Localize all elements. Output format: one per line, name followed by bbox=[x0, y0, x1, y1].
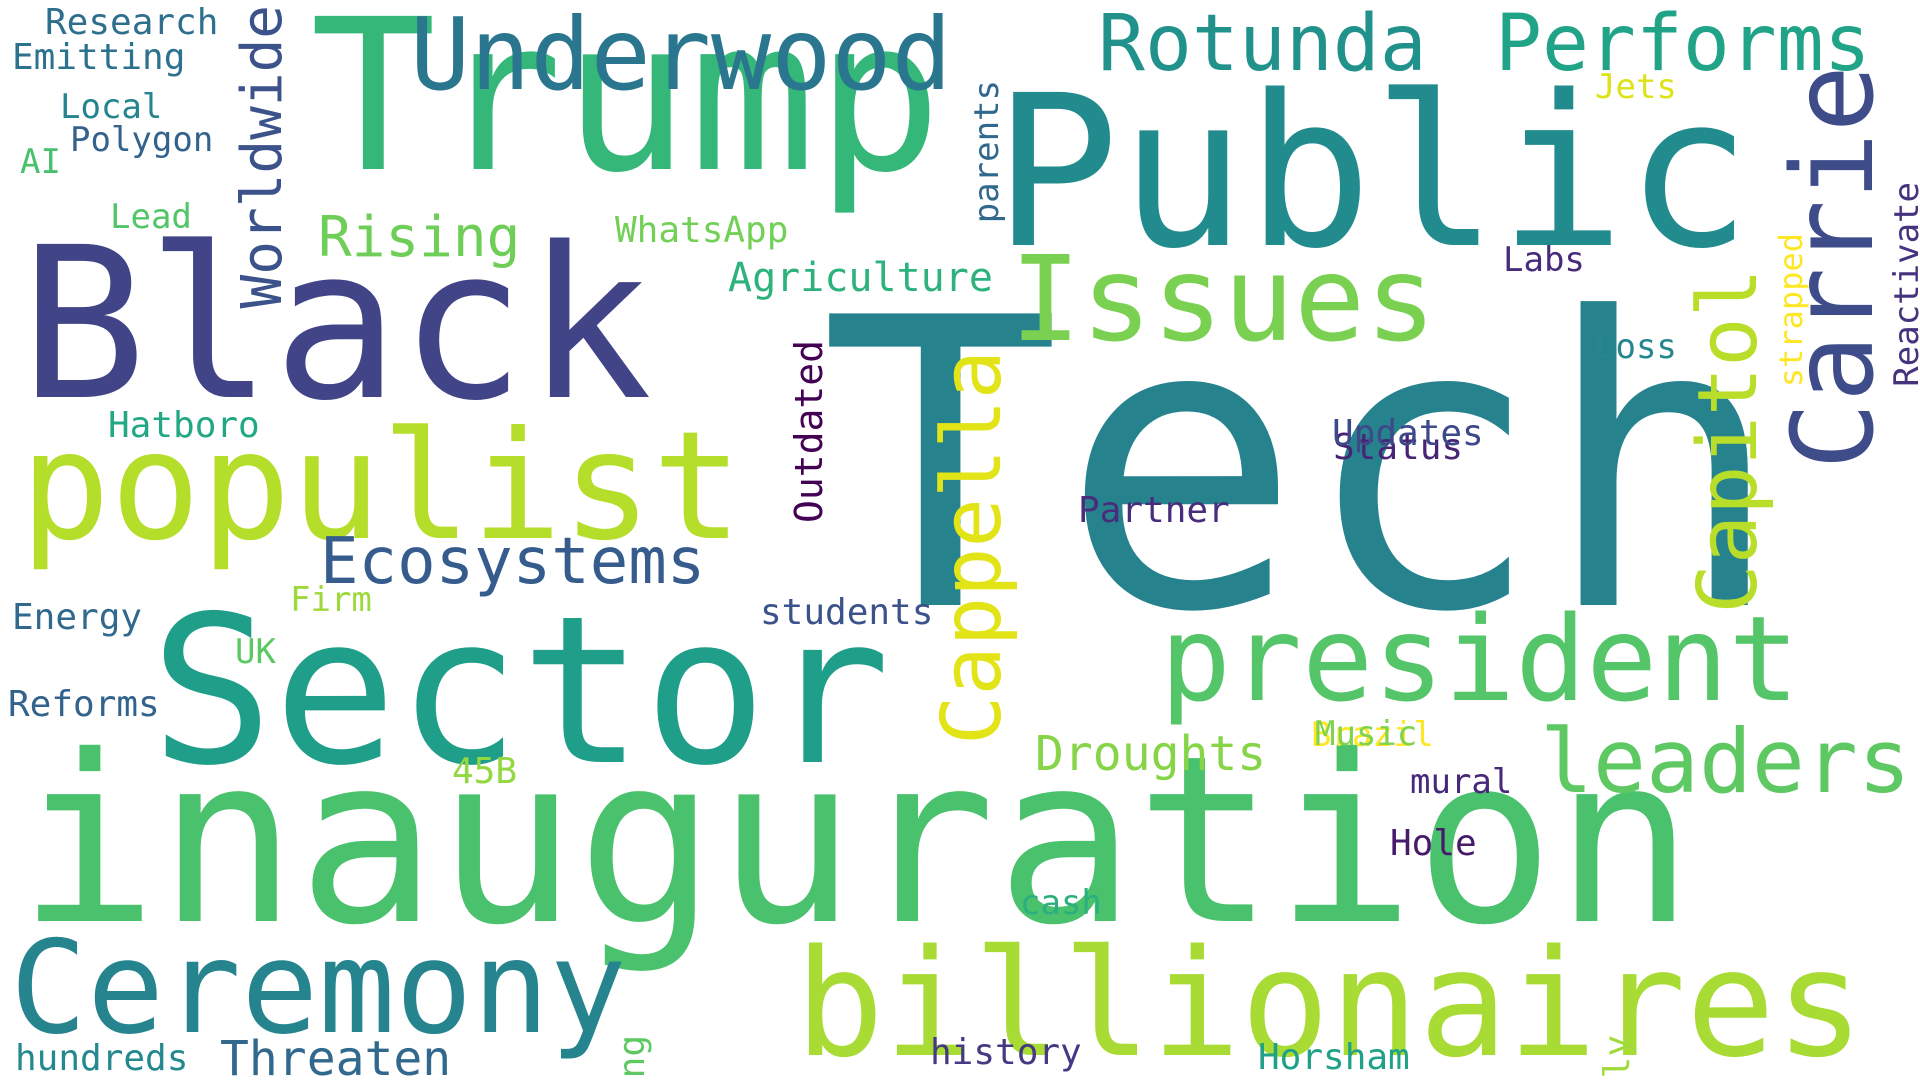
word-research: Research bbox=[45, 2, 219, 43]
word-reforms: Reforms bbox=[8, 684, 160, 725]
word-hatboro: Hatboro bbox=[108, 405, 260, 446]
word-black: Black bbox=[20, 202, 653, 447]
word-trump: Trump bbox=[310, 0, 943, 219]
word-cash: cash bbox=[1020, 883, 1102, 923]
word-loss: Loss bbox=[1595, 327, 1677, 367]
word-mural: mural bbox=[1410, 762, 1513, 802]
word-lead: Lead bbox=[110, 197, 192, 237]
word-uk: UK bbox=[235, 632, 276, 672]
word-inauguration: inauguration bbox=[18, 706, 1695, 976]
word-whatsapp: WhatsApp bbox=[615, 210, 789, 251]
word-underwood: Underwood bbox=[410, 0, 952, 113]
word-sector: Sector bbox=[150, 573, 891, 811]
word-testing: Testing bbox=[612, 1035, 653, 1080]
word-billionaires: billionaires bbox=[795, 918, 1865, 1080]
word-performs: Performs bbox=[1495, 0, 1871, 89]
word-polygon: Polygon bbox=[70, 120, 214, 160]
word-updates: Updates bbox=[1332, 413, 1484, 454]
word-45b: 45B bbox=[452, 751, 518, 792]
word-rising: Rising bbox=[318, 205, 521, 270]
word-threaten: Threaten bbox=[220, 1031, 452, 1080]
word-leaders: leaders bbox=[1540, 710, 1911, 813]
word-partner: Partner bbox=[1078, 490, 1230, 531]
word-reactivate: Reactivate bbox=[1887, 182, 1920, 387]
word-populist: populist bbox=[20, 400, 743, 574]
word-hole: Hole bbox=[1390, 823, 1477, 864]
word-jets: Jets bbox=[1595, 67, 1677, 107]
word-labs: Labs bbox=[1503, 240, 1585, 280]
word-status: Status bbox=[1333, 427, 1464, 468]
word-ceremony: Ceremony bbox=[10, 914, 627, 1063]
word-outdated: Outdated bbox=[787, 340, 831, 524]
word-local: Local bbox=[60, 87, 163, 127]
word-tech: Tech bbox=[820, 235, 1784, 700]
word-horsham: Horsham bbox=[1258, 1037, 1410, 1078]
word-strapped: strapped bbox=[1772, 233, 1810, 388]
word-music: Music bbox=[1315, 714, 1418, 754]
word-ecosystems: Ecosystems bbox=[320, 525, 706, 599]
word-hundreds: hundreds bbox=[15, 1038, 189, 1079]
word-worldwide: Worldwide bbox=[230, 5, 295, 309]
word-public: Public bbox=[993, 50, 1752, 295]
word-brazil: Brazil bbox=[1311, 715, 1434, 755]
word-rotunda: Rotunda bbox=[1098, 0, 1427, 89]
word-cappella: Cappella bbox=[925, 350, 1020, 745]
word-reportedly: Reportedly bbox=[1597, 1035, 1638, 1080]
word-issues: Issues bbox=[1010, 230, 1437, 368]
word-droughts: Droughts bbox=[1035, 726, 1267, 782]
word-emitting: Emitting bbox=[12, 37, 186, 78]
word-energy: Energy bbox=[12, 597, 143, 638]
word-students: students bbox=[760, 592, 934, 633]
word-agriculture: Agriculture bbox=[728, 255, 993, 301]
word-firm: Firm bbox=[290, 580, 372, 620]
word-president: president bbox=[1160, 590, 1800, 728]
word-history: history bbox=[930, 1032, 1082, 1073]
word-parents: parents bbox=[967, 80, 1007, 224]
word-ai: AI bbox=[20, 142, 61, 182]
word-capitol: Capitol bbox=[1681, 268, 1776, 614]
